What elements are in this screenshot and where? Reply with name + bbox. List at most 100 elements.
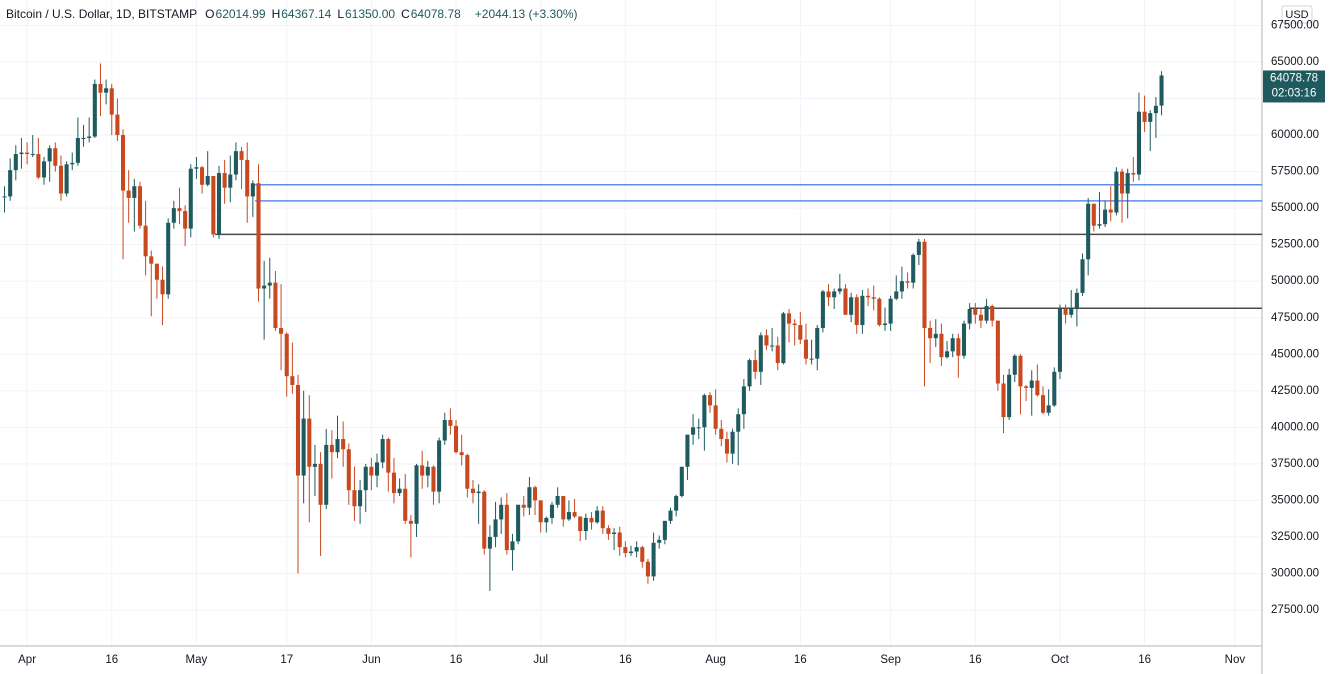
candle-body (888, 298, 893, 324)
y-tick-label: 60000.00 (1271, 129, 1319, 141)
candle-body (628, 551, 634, 554)
readout-key: L (337, 7, 344, 21)
currency-box[interactable] (1281, 5, 1313, 24)
candle-body (53, 148, 58, 166)
candle-body (933, 333, 938, 339)
candle-body (713, 405, 718, 429)
candle-body (222, 173, 227, 188)
candle-body (1159, 75, 1164, 106)
x-tick-label: Jun (362, 654, 381, 666)
candle-body (1052, 371, 1057, 406)
candle-body (634, 547, 639, 552)
candle-body (104, 88, 109, 93)
candle-body (312, 463, 317, 467)
candle-body (352, 490, 357, 507)
candle-body (911, 254, 916, 283)
ohlc-readout: O62014.99 H64367.14 L61350.00 C64078.78 (205, 7, 467, 21)
candle-body (984, 306, 989, 321)
candle-body (1119, 171, 1125, 194)
candle-body (657, 539, 662, 543)
candle-body (516, 504, 521, 542)
candle-body (183, 211, 188, 229)
x-tick-label: Jul (533, 654, 548, 666)
candle-body (250, 183, 255, 197)
candle-body (239, 151, 244, 160)
candle-body (493, 519, 498, 537)
candle-body (262, 285, 267, 289)
candle-body (126, 190, 131, 198)
candle-body (1069, 307, 1074, 315)
readout-key: C (401, 7, 410, 21)
candle-body (758, 335, 763, 372)
candle-body (98, 83, 103, 93)
candle-body (510, 541, 515, 551)
y-tick-label: 55000.00 (1271, 202, 1319, 214)
candle-body (267, 282, 272, 286)
currency: USD (1285, 9, 1308, 21)
x-tick-label: Aug (705, 654, 725, 666)
price-tag (1263, 70, 1325, 103)
candle-body (809, 358, 814, 360)
candle-body (995, 320, 1000, 384)
candle-body (420, 465, 425, 476)
y-tick-label: 50000.00 (1271, 275, 1319, 287)
candle-body (13, 154, 18, 171)
candle-body (92, 83, 97, 137)
candle-body (837, 288, 842, 292)
candle-body (137, 186, 143, 226)
y-tick-label: 52500.00 (1271, 239, 1319, 251)
y-tick-label: 35000.00 (1271, 494, 1319, 506)
candle-body (1007, 374, 1012, 418)
candle-body (425, 466, 430, 476)
candle-body (154, 263, 159, 280)
candle-body (47, 148, 52, 162)
change: +2044.13 (+3.30%) (474, 7, 578, 21)
candle-body (521, 504, 526, 508)
candle-body (284, 333, 289, 377)
candle-body (64, 164, 69, 194)
candle-body (826, 291, 831, 298)
readout-value: 61350.00 (345, 7, 396, 21)
candle-body (849, 297, 854, 315)
candle-body (679, 466, 684, 497)
candle-body (369, 466, 374, 476)
y-tick-label: 42500.00 (1271, 385, 1319, 397)
candle-body (866, 295, 871, 298)
candle-body (945, 351, 950, 358)
y-tick-label: 57500.00 (1271, 166, 1319, 178)
candle-body (978, 314, 983, 321)
candle-body (1091, 203, 1096, 226)
candle-body (645, 561, 650, 577)
candle-body (595, 510, 600, 523)
candle-body (1086, 203, 1091, 260)
candle-body (662, 520, 667, 540)
candle-body (329, 444, 334, 453)
candle-body (674, 496, 679, 511)
candle-body (188, 168, 193, 229)
y-tick-label: 32500.00 (1271, 531, 1319, 543)
candle-body (871, 297, 876, 299)
candle-body (358, 490, 363, 507)
candle-body (967, 308, 972, 324)
candle-body (8, 170, 13, 197)
x-tick-label: 16 (794, 654, 807, 666)
candle-body (815, 327, 820, 359)
candle-body (290, 376, 295, 385)
candle-body (414, 465, 419, 524)
candle-body (691, 427, 696, 435)
candle-body (741, 386, 746, 415)
candle-body (533, 487, 538, 501)
y-tick-label: 30000.00 (1271, 567, 1319, 579)
candle-body (132, 186, 137, 198)
candle-body (566, 512, 571, 520)
candle-body (70, 162, 75, 165)
candle-body (233, 151, 238, 175)
candle-body (487, 536, 492, 549)
candle-body (724, 439, 729, 454)
x-tick-label: May (186, 654, 208, 666)
candle-body (341, 439, 346, 450)
candle-body (651, 542, 656, 577)
candle-body (956, 338, 961, 356)
candle-body (1018, 355, 1023, 387)
